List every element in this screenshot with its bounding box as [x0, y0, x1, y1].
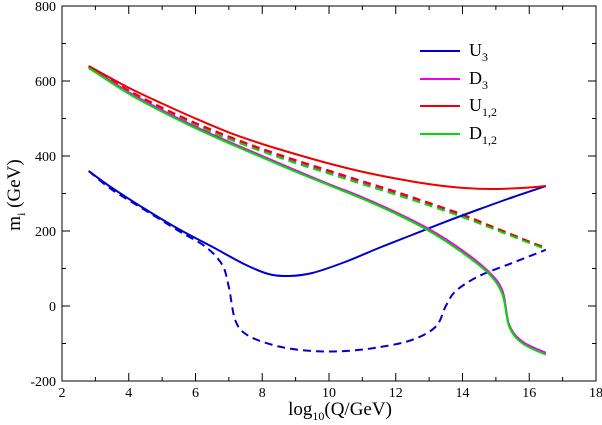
x-tick-label: 2 — [59, 386, 66, 401]
x-tick-label: 16 — [522, 386, 536, 401]
series-line-u1-2 — [88, 65, 547, 191]
series-lines — [88, 65, 547, 356]
y-tick-label: 600 — [35, 75, 56, 90]
x-axis-label: log10(Q/GeV) — [288, 399, 392, 423]
series-line-u1-2-dashed — [88, 65, 547, 249]
legend-entry-u3: U3 — [420, 40, 488, 64]
legend-entry-d3: D3 — [420, 68, 488, 92]
y-tick-label: -200 — [30, 375, 56, 390]
x-tick-label: 10 — [322, 386, 336, 401]
series-line-d1-2 — [88, 67, 547, 356]
y-axis-label: mi (GeV) — [4, 159, 28, 230]
y-tick-label: 0 — [49, 300, 56, 315]
x-tick-label: 18 — [589, 386, 602, 401]
x-tick-label: 14 — [456, 386, 470, 401]
series-line-u3-dashed — [88, 170, 547, 353]
legend-entry-d12: D1,2 — [420, 123, 497, 147]
legend-label-d3: D3 — [469, 68, 488, 92]
x-tick-label: 8 — [259, 386, 266, 401]
plot-area: 2 4 6 8 10 12 14 16 18 -200 0 200 400 600 800 — [30, 0, 602, 401]
legend-label-u12: U1,2 — [469, 95, 497, 119]
legend-label-u3: U3 — [469, 40, 488, 64]
series-line-u3 — [88, 170, 547, 278]
x-tick-label: 6 — [192, 386, 199, 401]
plot-frame — [61, 5, 597, 382]
legend-entry-u12: U1,2 — [420, 95, 497, 119]
y-tick-label: 800 — [35, 0, 56, 15]
legend-label-d12: D1,2 — [469, 123, 497, 147]
ticks: 2 4 6 8 10 12 14 16 18 -200 0 200 400 600 800 — [30, 0, 602, 401]
x-tick-label: 12 — [389, 386, 403, 401]
legend: U3 D3 U1,2 D1,2 — [420, 40, 497, 147]
y-tick-label: 400 — [35, 150, 56, 165]
y-tick-label: 200 — [35, 225, 56, 240]
x-tick-label: 4 — [125, 386, 132, 401]
